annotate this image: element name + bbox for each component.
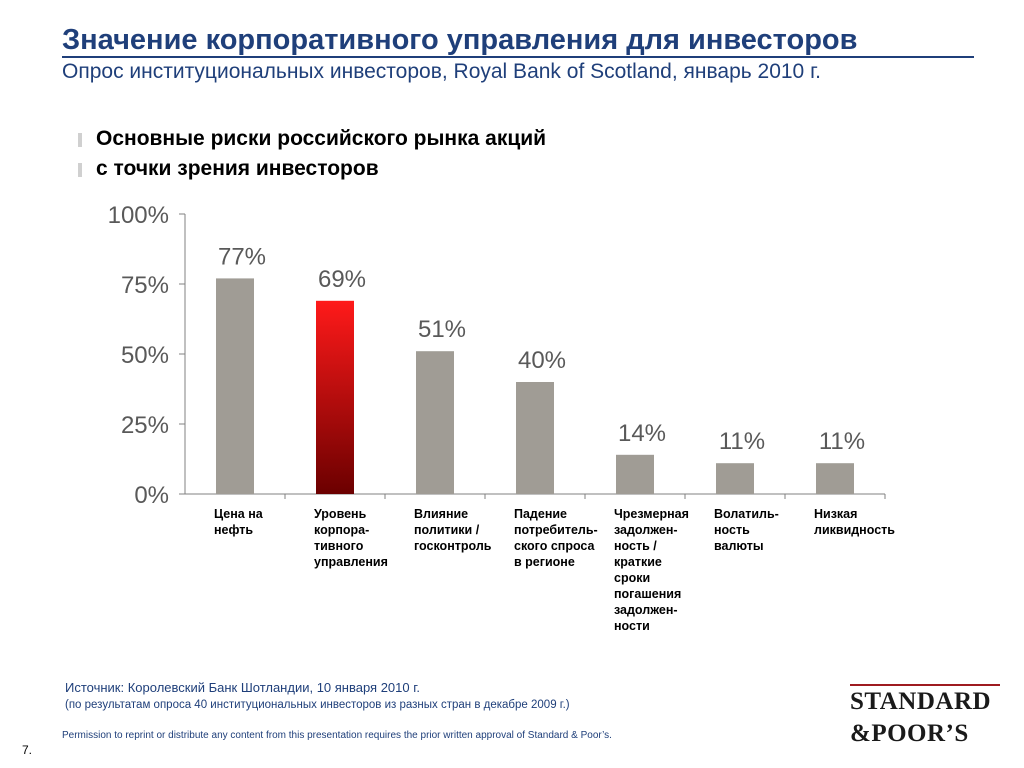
y-tick-label: 0% [134,482,169,509]
logo-line-1: STANDARD [850,688,992,715]
logo-line-2: &POOR’S [850,720,969,747]
bar-value-label: 11% [719,428,765,455]
bar [516,382,554,494]
y-tick-label: 25% [121,412,169,439]
category-label: Уровень корпора- тивного управления [314,507,388,569]
page-subtitle: Опрос институциональных инвесторов, Roya… [62,60,822,83]
page-number: 7. [22,743,33,757]
y-tick-label: 100% [108,202,169,229]
chart-heading: Основные риски российского рынка акций с… [96,124,546,184]
y-tick-label: 75% [121,272,169,299]
bar-value-label: 77% [218,243,266,270]
sp-logo: STANDARD &POOR’S [848,682,1004,752]
source-text: Источник: Королевский Банк Шотландии, 10… [65,680,421,695]
bullet-marker [78,133,82,147]
bar [716,463,754,494]
permission-notice: Permission to reprint or distribute any … [62,730,612,741]
logo-rule [850,684,1000,686]
bar-value-label: 51% [418,316,466,343]
category-label: Падение потребитель- ского спроса в реги… [514,507,598,569]
title-underline [62,56,974,58]
category-label: Чрезмерная задолжен- ность / краткие сро… [614,507,689,633]
category-label: Волатиль- ность валюты [714,507,779,553]
bar [616,454,654,494]
bar [316,300,354,494]
bullet-marker [78,163,82,177]
category-label: Цена на нефть [214,507,263,537]
bar-value-label: 40% [518,347,566,374]
page-title: Значение корпоративного управления для и… [62,24,858,56]
bar [416,351,454,494]
chart-heading-line-2: с точки зрения инвесторов [96,157,379,180]
chart-heading-line-1: Основные риски российского рынка акций [96,127,547,150]
category-label: Низкая ликвидность [814,507,895,537]
bar [816,463,854,494]
bar-value-label: 14% [618,420,666,447]
bar-value-label: 11% [819,428,865,455]
category-label: Влияние политики / госконтроль [414,507,492,553]
bar [216,278,254,494]
bar-value-label: 69% [318,266,366,293]
y-tick-label: 50% [121,342,169,369]
source-note: (по результатам опроса 40 институциональ… [65,699,570,711]
